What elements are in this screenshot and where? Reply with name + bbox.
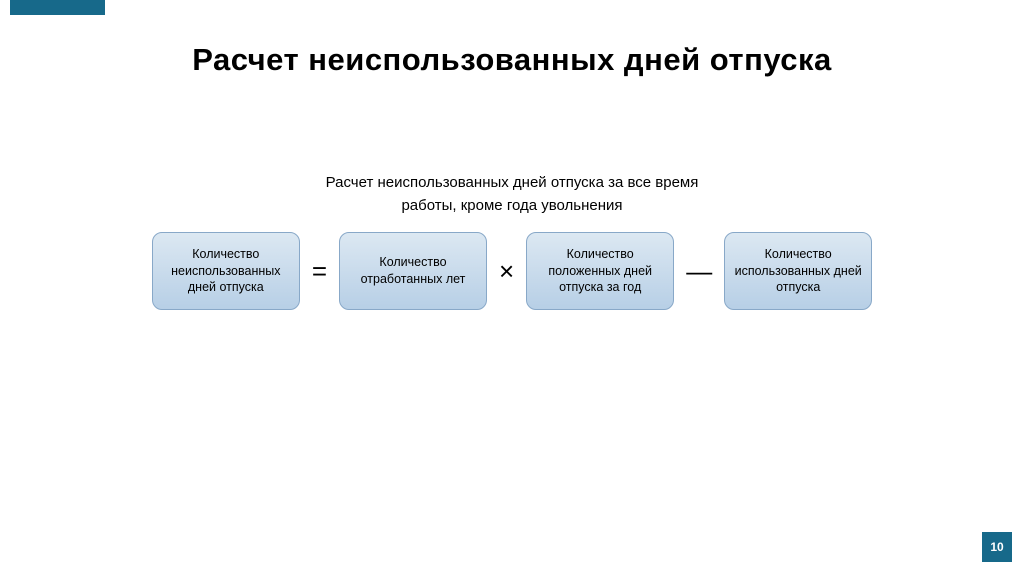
page-number-text: 10 bbox=[990, 540, 1003, 554]
operator-minus: — bbox=[682, 256, 716, 287]
formula-subtitle: Расчет неиспользованных дней отпуска за … bbox=[0, 172, 1024, 217]
page-number: 10 bbox=[982, 532, 1012, 562]
formula-box-used: Количество использованных дней отпуска bbox=[724, 232, 872, 310]
formula-box-result: Количество неиспользованных дней отпуска bbox=[152, 232, 300, 310]
formula-box-allowed: Количество положенных дней отпуска за го… bbox=[526, 232, 674, 310]
subtitle-line1: Расчет неиспользованных дней отпуска за … bbox=[326, 174, 699, 191]
subtitle-line2: работы, кроме года увольнения bbox=[401, 197, 622, 214]
formula-row: Количество неиспользованных дней отпуска… bbox=[0, 232, 1024, 310]
operator-multiply: × bbox=[495, 256, 518, 287]
page-title: Расчет неиспользованных дней отпуска bbox=[0, 42, 1024, 78]
top-accent-bar bbox=[10, 0, 105, 15]
formula-box-years: Количество отработанных лет bbox=[339, 232, 487, 310]
operator-equals: = bbox=[308, 256, 331, 287]
